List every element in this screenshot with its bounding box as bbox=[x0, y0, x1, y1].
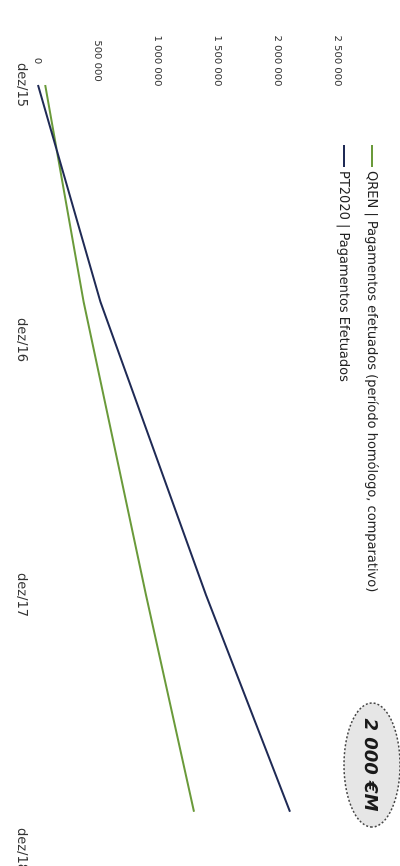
y-tick-label: 0 bbox=[32, 58, 43, 64]
legend: QREN | Pagamentos efetuados (período hom… bbox=[336, 145, 379, 592]
x-axis-ticks: dez/15 dez/16 dez/17 dez/18 bbox=[14, 63, 29, 866]
y-axis-ticks: 0 500 000 1 000 000 1 500 000 2 000 000 2 500… bbox=[32, 36, 343, 87]
annotation-badge-ellipse bbox=[343, 702, 400, 828]
y-tick-label: 500 000 bbox=[92, 40, 103, 81]
y-tick-label: 1 500 000 bbox=[212, 36, 223, 87]
y-tick-label: 1 000 000 bbox=[152, 36, 163, 87]
series-group bbox=[37, 84, 291, 813]
x-tick-label: dez/16 bbox=[14, 318, 29, 362]
legend-label-pt2020: PT2020 | Pagamentos Efetuados bbox=[336, 171, 351, 382]
legend-item-pt2020: PT2020 | Pagamentos Efetuados bbox=[336, 145, 351, 382]
x-tick-label: dez/18 bbox=[14, 828, 29, 866]
annotation-badge-text: 2 000 €M bbox=[360, 718, 381, 811]
x-tick-label: dez/17 bbox=[14, 573, 29, 617]
y-tick-label: 2 500 000 bbox=[332, 36, 343, 87]
series-line-pt2020 bbox=[37, 84, 291, 813]
y-tick-label: 2 000 000 bbox=[272, 36, 283, 87]
x-tick-label: dez/15 bbox=[14, 63, 29, 107]
legend-label-qren: QREN | Pagamentos efetuados (período hom… bbox=[364, 171, 379, 592]
series-line-qren bbox=[44, 84, 195, 812]
annotation-badge: 2 000 €M bbox=[343, 702, 400, 828]
plot-area: 0 500 000 1 000 000 1 500 000 2 000 000 2 500… bbox=[14, 36, 343, 866]
legend-item-qren: QREN | Pagamentos efetuados (período hom… bbox=[364, 145, 379, 592]
